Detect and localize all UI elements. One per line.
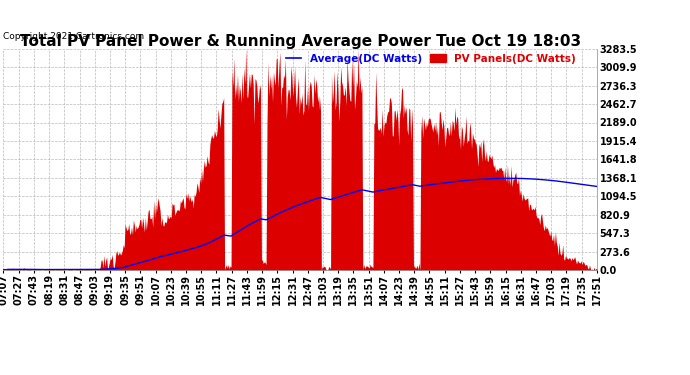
- Text: Copyright 2021 Cartronics.com: Copyright 2021 Cartronics.com: [3, 32, 145, 41]
- Title: Total PV Panel Power & Running Average Power Tue Oct 19 18:03: Total PV Panel Power & Running Average P…: [19, 34, 581, 49]
- Legend: Average(DC Watts), PV Panels(DC Watts): Average(DC Watts), PV Panels(DC Watts): [286, 54, 575, 64]
